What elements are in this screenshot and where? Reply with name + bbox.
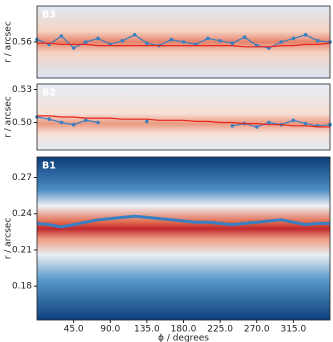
data-point	[291, 118, 296, 123]
series-line	[37, 42, 331, 48]
heatmap-background	[37, 157, 330, 320]
x-tick-label: 135.0	[134, 325, 160, 335]
data-point	[230, 41, 235, 45]
y-axis-label: r / arcsec	[4, 96, 14, 138]
y-axis-label: r / arcsec	[4, 21, 14, 63]
panel-frame	[36, 5, 331, 79]
data-point	[132, 33, 137, 37]
x-tick-label: 180.0	[171, 325, 197, 335]
series-line	[36, 214, 330, 229]
y-tick-label: 0.21	[12, 245, 32, 255]
panel-frame	[36, 156, 331, 321]
x-tick-label: 225.0	[207, 325, 233, 335]
data-point	[71, 122, 76, 127]
data-point	[230, 124, 235, 128]
panel-label: B3	[42, 10, 56, 21]
data-point	[96, 36, 100, 41]
data-point	[96, 120, 100, 125]
data-point	[120, 39, 125, 43]
y-tick-label: 0.24	[12, 209, 32, 219]
data-point	[84, 40, 88, 44]
y-tick-label: 0.50	[12, 118, 32, 128]
y-tick-label: 0.53	[12, 85, 32, 95]
data-point	[267, 120, 271, 125]
data-point	[145, 41, 149, 45]
panel-frame	[36, 83, 331, 151]
data-point	[59, 120, 64, 125]
y-axis-label: r / arcsec	[4, 218, 14, 260]
y-tick-label: 0.18	[12, 282, 32, 292]
x-tick-label: 45.0	[64, 325, 84, 335]
data-point	[169, 37, 174, 42]
panel-label: B2	[42, 88, 56, 99]
x-tick-label: 315.0	[280, 325, 306, 335]
data-point	[206, 36, 210, 41]
data-point	[291, 36, 296, 41]
data-point	[242, 35, 247, 39]
x-tick-label: 90.0	[100, 325, 120, 335]
data-point	[315, 39, 320, 43]
data-point	[279, 40, 283, 44]
panel-label: B1	[42, 161, 56, 172]
x-tick-label: 270.0	[244, 325, 270, 335]
y-tick-label: 0.27	[12, 173, 32, 183]
heatmap-background	[37, 84, 330, 150]
data-point	[303, 121, 308, 126]
data-point	[59, 34, 64, 38]
data-point	[145, 119, 149, 124]
data-point	[181, 40, 186, 44]
data-point	[84, 118, 88, 123]
series-line	[37, 115, 330, 128]
data-point	[47, 117, 52, 121]
data-point	[218, 39, 222, 43]
y-tick-label: 0.56	[12, 38, 32, 48]
data-point	[254, 125, 259, 129]
x-axis-label: ϕ / degrees	[158, 334, 209, 342]
data-point	[71, 46, 76, 50]
data-point	[303, 33, 308, 37]
